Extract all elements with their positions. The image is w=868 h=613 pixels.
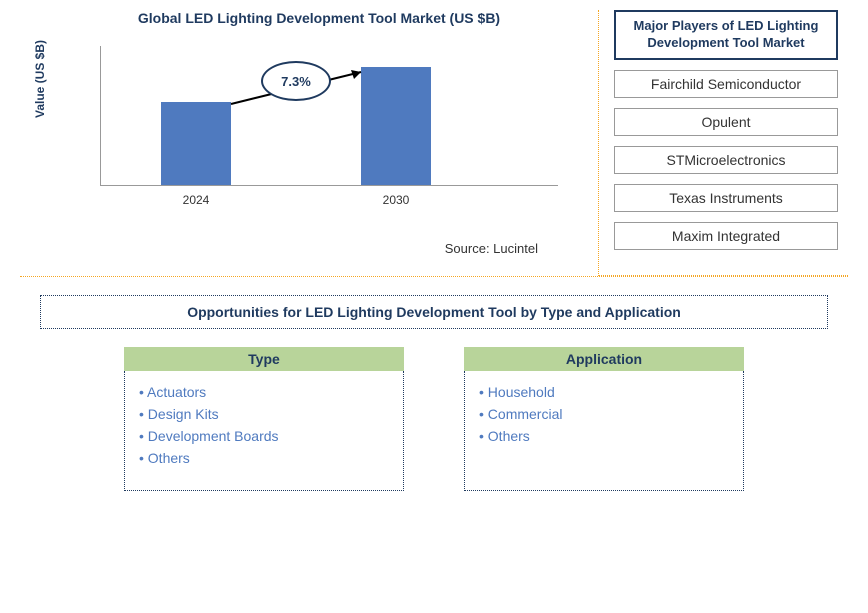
- players-panel: Major Players of LED Lighting Developmen…: [598, 10, 848, 276]
- bar-2024: [161, 102, 231, 185]
- opp-item: Actuators: [139, 381, 389, 403]
- opp-item: Others: [479, 425, 729, 447]
- x-tick-0: 2024: [183, 193, 210, 207]
- y-axis-label: Value (US $B): [33, 40, 47, 118]
- opportunities-section: Opportunities for LED Lighting Developme…: [0, 277, 868, 501]
- opp-item: Others: [139, 447, 389, 469]
- player-box: Texas Instruments: [614, 184, 838, 212]
- opp-list-type: Actuators Design Kits Development Boards…: [124, 371, 404, 491]
- player-box: Fairchild Semiconductor: [614, 70, 838, 98]
- chart-area: Global LED Lighting Development Tool Mar…: [20, 10, 598, 276]
- chart-title: Global LED Lighting Development Tool Mar…: [60, 10, 578, 26]
- top-section: Global LED Lighting Development Tool Mar…: [0, 0, 868, 276]
- player-box: STMicroelectronics: [614, 146, 838, 174]
- opp-list-application: Household Commercial Others: [464, 371, 744, 491]
- opp-item: Development Boards: [139, 425, 389, 447]
- player-box: Maxim Integrated: [614, 222, 838, 250]
- opp-header-application: Application: [464, 347, 744, 371]
- opp-col-type: Type Actuators Design Kits Development B…: [124, 347, 404, 491]
- player-box: Opulent: [614, 108, 838, 136]
- bar-chart: Value (US $B) 2024 2030 7.3%: [50, 46, 578, 216]
- source-label: Source: Lucintel: [20, 241, 578, 256]
- opportunities-columns: Type Actuators Design Kits Development B…: [40, 347, 828, 491]
- plot-area: 2024 2030 7.3%: [100, 46, 558, 186]
- opp-item: Household: [479, 381, 729, 403]
- opp-col-application: Application Household Commercial Others: [464, 347, 744, 491]
- opp-item: Design Kits: [139, 403, 389, 425]
- growth-label: 7.3%: [261, 61, 331, 101]
- bar-2030: [361, 67, 431, 185]
- opp-item: Commercial: [479, 403, 729, 425]
- opp-header-type: Type: [124, 347, 404, 371]
- opportunities-title: Opportunities for LED Lighting Developme…: [40, 295, 828, 329]
- players-title: Major Players of LED Lighting Developmen…: [614, 10, 838, 60]
- x-tick-1: 2030: [383, 193, 410, 207]
